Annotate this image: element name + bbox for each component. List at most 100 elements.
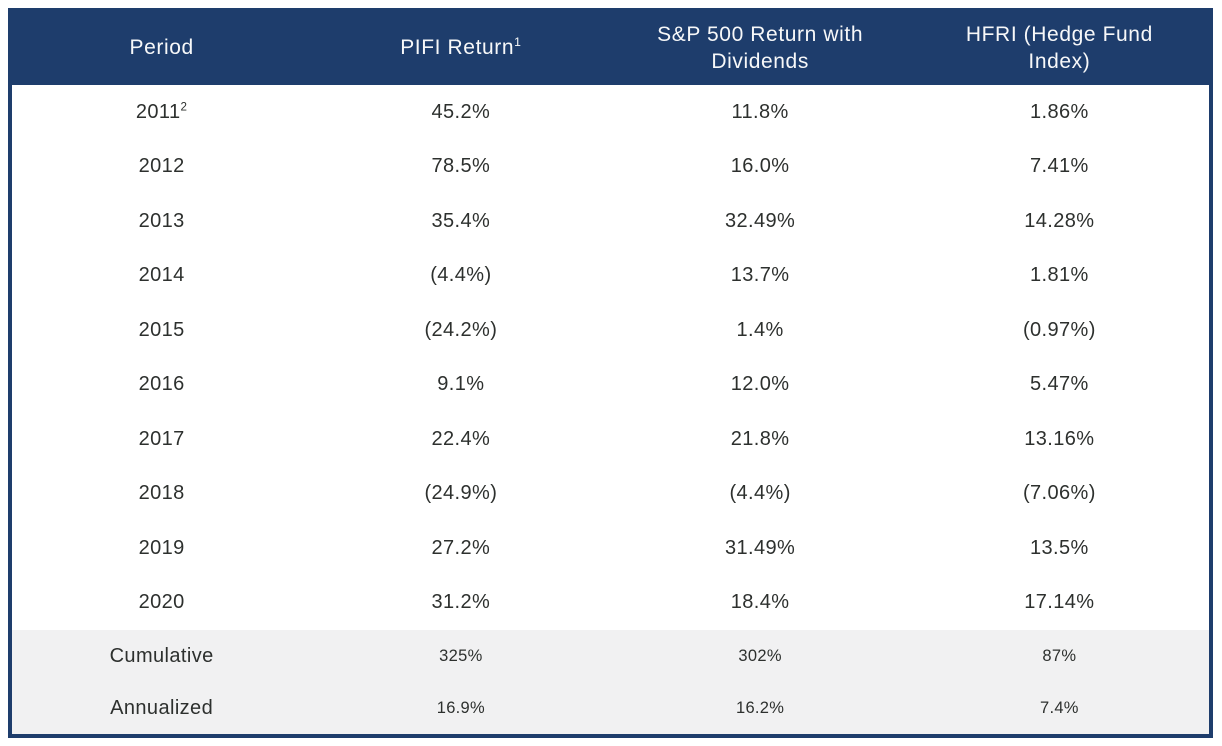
- value-cell: 18.4%: [611, 591, 910, 614]
- column-header-1-footnote-marker: 1: [514, 35, 522, 50]
- period-cell-text: 2014: [138, 264, 185, 287]
- table-summary-section: Cumulative 325% 302% 87% Annualized 16.9% 16.2…: [12, 630, 1209, 734]
- summary-label-cell: Cumulative: [12, 645, 311, 668]
- table-row: 2017 22.4% 21.8% 13.16%: [12, 412, 1209, 467]
- period-cell-text: 2012: [138, 155, 185, 178]
- period-cell-text: 2013: [138, 209, 185, 232]
- summary-value-cell-text: 7.4%: [1039, 698, 1079, 717]
- table-row: 2018 (24.9%) (4.4%) (7.06%): [12, 466, 1209, 521]
- column-header-0-text: Period: [129, 36, 194, 60]
- value-cell-text: 18.4%: [730, 591, 790, 614]
- value-cell-text: 13.16%: [1024, 427, 1095, 450]
- period-cell: 2016: [12, 373, 311, 396]
- value-cell: 27.2%: [311, 537, 610, 560]
- period-cell: 2017: [12, 428, 311, 451]
- value-cell: (4.4%): [311, 264, 610, 287]
- column-header-0: Period: [12, 35, 311, 61]
- value-cell-text: 7.41%: [1030, 155, 1089, 178]
- table-header-row: Period PIFI Return1 S&P 500 Return with Di…: [12, 12, 1209, 85]
- value-cell-text: 27.2%: [431, 536, 491, 559]
- table-row: 2015 (24.2%) 1.4% (0.97%): [12, 303, 1209, 358]
- value-cell: 1.4%: [611, 319, 910, 342]
- table-row: 2014 (4.4%) 13.7% 1.81%: [12, 248, 1209, 303]
- value-cell-text: (24.2%): [424, 318, 498, 341]
- period-cell-text: 2015: [138, 318, 185, 341]
- value-cell-text: (0.97%): [1022, 318, 1096, 341]
- period-cell-text: 2020: [138, 591, 185, 614]
- value-cell-text: 22.4%: [431, 427, 491, 450]
- value-cell-text: 11.8%: [731, 100, 789, 123]
- table-row: 20112 45.2% 11.8% 1.86%: [12, 85, 1209, 140]
- period-cell-text: 2011: [135, 100, 181, 123]
- column-header-3-text: HFRI (Hedge Fund Index): [965, 23, 1153, 73]
- value-cell-text: 21.8%: [730, 427, 790, 450]
- period-cell-text: 2018: [138, 482, 185, 505]
- value-cell: (4.4%): [611, 482, 910, 505]
- summary-label-cell-text: Cumulative: [109, 644, 214, 667]
- value-cell-text: 35.4%: [431, 209, 491, 232]
- summary-value-cell: 16.9%: [311, 699, 610, 718]
- value-cell: (24.9%): [311, 482, 610, 505]
- table-row: 2013 35.4% 32.49% 14.28%: [12, 194, 1209, 249]
- value-cell-text: 17.14%: [1024, 591, 1095, 614]
- value-cell-text: 13.5%: [1030, 536, 1089, 559]
- value-cell-text: 1.4%: [736, 318, 784, 341]
- summary-value-cell: 302%: [611, 647, 910, 666]
- period-cell-text: 2019: [138, 536, 185, 559]
- value-cell: 11.8%: [611, 101, 910, 124]
- value-cell: 9.1%: [311, 373, 610, 396]
- value-cell-text: 9.1%: [437, 373, 485, 396]
- value-cell: 12.0%: [611, 373, 910, 396]
- value-cell: 7.41%: [910, 155, 1209, 178]
- summary-value-cell: 7.4%: [910, 699, 1209, 718]
- column-header-1: PIFI Return1: [311, 35, 610, 61]
- value-cell: 45.2%: [311, 101, 610, 124]
- value-cell: (0.97%): [910, 319, 1209, 342]
- value-cell: 1.86%: [910, 101, 1209, 124]
- period-cell: 2020: [12, 591, 311, 614]
- value-cell: 14.28%: [910, 210, 1209, 233]
- value-cell: 16.0%: [611, 155, 910, 178]
- value-cell: (24.2%): [311, 319, 610, 342]
- summary-value-cell-text: 16.9%: [436, 698, 486, 717]
- value-cell-text: 32.49%: [725, 209, 796, 232]
- summary-value-cell-text: 16.2%: [735, 698, 785, 717]
- table-row: 2016 9.1% 12.0% 5.47%: [12, 357, 1209, 412]
- value-cell-text: 78.5%: [431, 155, 491, 178]
- value-cell-text: 13.7%: [730, 264, 790, 287]
- table-row: 2020 31.2% 18.4% 17.14%: [12, 575, 1209, 630]
- value-cell: 22.4%: [311, 428, 610, 451]
- period-cell: 2013: [12, 210, 311, 233]
- summary-row: Annualized 16.9% 16.2% 7.4%: [12, 682, 1209, 734]
- summary-value-cell: 16.2%: [611, 699, 910, 718]
- value-cell-text: 45.2%: [431, 100, 491, 123]
- value-cell: 5.47%: [910, 373, 1209, 396]
- value-cell: (7.06%): [910, 482, 1209, 505]
- column-header-2: S&P 500 Return with Dividends: [611, 22, 910, 75]
- value-cell-text: 31.2%: [431, 591, 491, 614]
- value-cell: 31.2%: [311, 591, 610, 614]
- value-cell-text: (4.4%): [430, 264, 492, 287]
- period-cell: 2018: [12, 482, 311, 505]
- value-cell: 13.5%: [910, 537, 1209, 560]
- value-cell: 32.49%: [611, 210, 910, 233]
- column-header-1-text: PIFI Return: [400, 36, 515, 60]
- period-cell-footnote-marker: 2: [180, 100, 188, 114]
- returns-comparison-table: Period PIFI Return1 S&P 500 Return with Di…: [8, 8, 1213, 738]
- value-cell: 17.14%: [910, 591, 1209, 614]
- value-cell: 35.4%: [311, 210, 610, 233]
- period-cell: 20112: [12, 101, 311, 124]
- column-header-3: HFRI (Hedge Fund Index): [910, 22, 1209, 75]
- table-row: 2019 27.2% 31.49% 13.5%: [12, 521, 1209, 576]
- value-cell-text: 1.81%: [1030, 264, 1089, 287]
- table-row: 2012 78.5% 16.0% 7.41%: [12, 139, 1209, 194]
- summary-label-cell-text: Annualized: [110, 696, 214, 719]
- period-cell: 2012: [12, 155, 311, 178]
- column-header-2-text: S&P 500 Return with Dividends: [657, 23, 864, 73]
- value-cell: 13.7%: [611, 264, 910, 287]
- summary-value-cell-text: 302%: [738, 646, 782, 665]
- value-cell-text: (24.9%): [424, 482, 498, 505]
- summary-value-cell-text: 325%: [439, 646, 483, 665]
- period-cell-text: 2017: [138, 427, 185, 450]
